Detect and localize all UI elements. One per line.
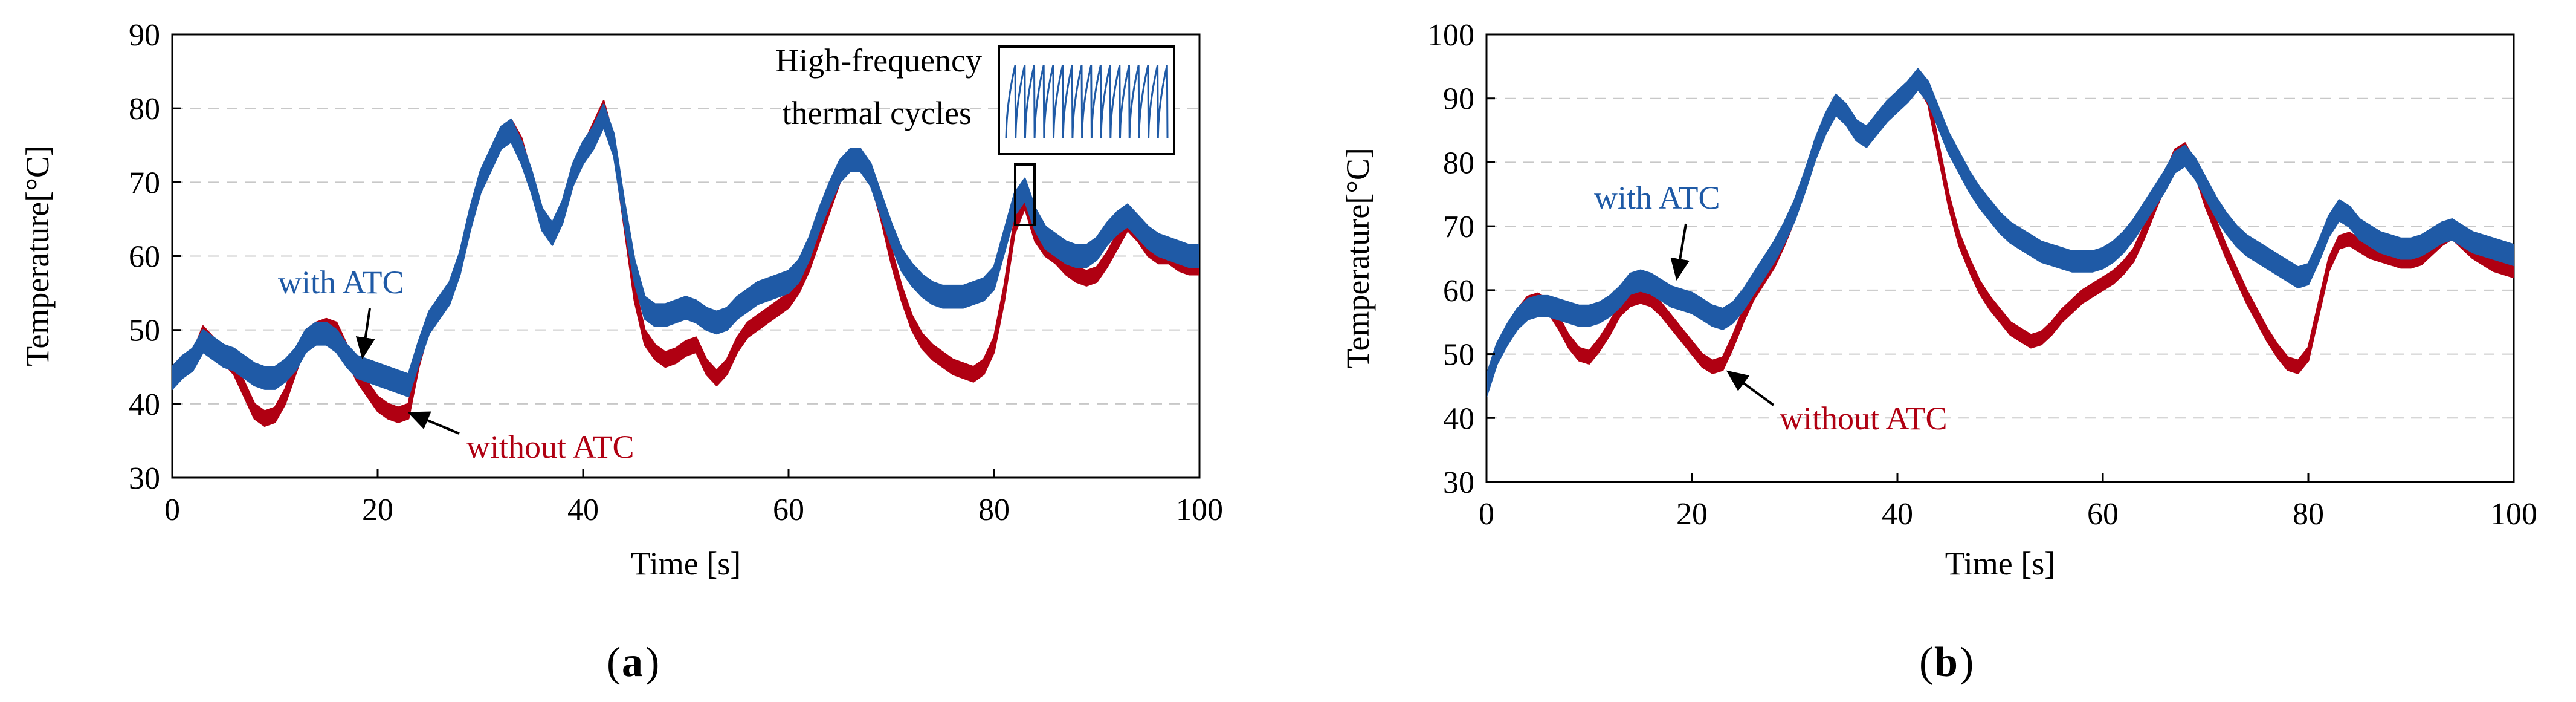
x-tick-label: 20 bbox=[1676, 497, 1708, 531]
series-layer bbox=[172, 100, 1199, 427]
panel-label-a: ( a ) bbox=[607, 639, 659, 686]
inset-oscillation bbox=[1005, 65, 1169, 138]
x-tick-label: 40 bbox=[567, 493, 599, 527]
y-tick-label: 60 bbox=[129, 240, 160, 275]
chart-panel-a: 30 40 50 60 70 80 90 0 20 40 60 80 100 Time [s] Tem… bbox=[19, 18, 1223, 582]
panel-label-b: ( b ) bbox=[1919, 639, 1974, 686]
y-axis-title: Temperature[°C] bbox=[19, 145, 56, 366]
with-atc-arrow bbox=[355, 308, 375, 359]
series-band-with-atc bbox=[172, 103, 1199, 398]
x-tick-label: 40 bbox=[1882, 497, 1913, 531]
y-tick-label: 50 bbox=[129, 314, 160, 348]
y-tick-label: 50 bbox=[1443, 338, 1474, 372]
x-tick-label: 0 bbox=[164, 493, 180, 527]
x-axis-title: Time [s] bbox=[1945, 545, 2056, 582]
x-tick-label: 20 bbox=[362, 493, 393, 527]
panel-a-open-paren: ( bbox=[607, 639, 621, 686]
plot-frame bbox=[1485, 33, 2515, 483]
x-tick-label: 100 bbox=[1176, 493, 1223, 527]
panel-a-close-paren: ) bbox=[645, 639, 659, 686]
inset-caption-line2: thermal cycles bbox=[783, 95, 972, 131]
panel-b-open-paren: ( bbox=[1919, 639, 1933, 686]
x-axis-title: Time [s] bbox=[631, 545, 741, 582]
with-atc-label: with ATC bbox=[1594, 180, 1720, 216]
y-tick-label: 30 bbox=[129, 461, 160, 496]
panel-b-close-paren: ) bbox=[1960, 639, 1974, 686]
without-atc-arrow bbox=[407, 411, 460, 435]
with-atc-arrow bbox=[1670, 223, 1690, 281]
series-layer bbox=[1487, 68, 2514, 397]
y-tick-labels: 30 40 50 60 70 80 90 bbox=[129, 18, 160, 496]
y-tick-label: 80 bbox=[129, 92, 160, 126]
inset-caption-line1: High-frequency bbox=[775, 42, 982, 79]
panel-b-letter: b bbox=[1934, 639, 1958, 686]
y-tick-label: 90 bbox=[1443, 82, 1474, 117]
y-tick-label: 80 bbox=[1443, 146, 1474, 180]
x-tick-labels: 0 20 40 60 80 100 bbox=[1479, 497, 2537, 531]
zoom-marker-box bbox=[1014, 163, 1036, 226]
x-tick-label: 100 bbox=[2490, 497, 2537, 531]
without-atc-label: without ATC bbox=[466, 429, 634, 465]
x-tick-labels: 0 20 40 60 80 100 bbox=[164, 493, 1223, 527]
y-tick-label: 70 bbox=[1443, 210, 1474, 244]
without-atc-label: without ATC bbox=[1780, 400, 1948, 437]
y-tick-label: 40 bbox=[1443, 401, 1474, 436]
y-tick-label: 70 bbox=[129, 166, 160, 200]
y-axis-title: Temperature[°C] bbox=[1340, 148, 1376, 369]
y-tick-label: 100 bbox=[1427, 18, 1474, 53]
y-tick-label: 60 bbox=[1443, 274, 1474, 308]
y-tick-label: 30 bbox=[1443, 466, 1474, 500]
y-tick-labels: 30 40 50 60 70 80 90 100 bbox=[1427, 18, 1474, 500]
y-tick-label: 40 bbox=[129, 388, 160, 422]
x-tick-label: 0 bbox=[1479, 497, 1494, 531]
series-band-with-atc bbox=[1487, 68, 2514, 397]
y-tick-label: 90 bbox=[129, 18, 160, 53]
x-tick-label: 80 bbox=[978, 493, 1010, 527]
panel-a-letter: a bbox=[622, 639, 643, 686]
x-tick-label: 60 bbox=[773, 493, 804, 527]
x-tick-label: 80 bbox=[2293, 497, 2324, 531]
with-atc-label: with ATC bbox=[278, 264, 404, 301]
x-tick-label: 60 bbox=[2087, 497, 2119, 531]
without-atc-arrow bbox=[1726, 370, 1775, 406]
